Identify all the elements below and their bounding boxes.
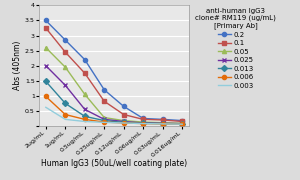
0.003 <box>161 123 164 125</box>
0.2 <box>141 117 145 120</box>
0.006 <box>44 95 48 98</box>
Line: 0.006: 0.006 <box>44 94 184 126</box>
0.1 <box>83 72 87 74</box>
Legend: 0.2, 0.1, 0.05, 0.025, 0.013, 0.006, 0.003: 0.2, 0.1, 0.05, 0.025, 0.013, 0.006, 0.0… <box>194 6 278 90</box>
0.003 <box>103 121 106 123</box>
0.05 <box>103 116 106 119</box>
0.025 <box>44 65 48 67</box>
0.2 <box>122 105 125 107</box>
Line: 0.2: 0.2 <box>44 18 184 123</box>
0.006 <box>103 121 106 123</box>
0.013 <box>161 123 164 125</box>
0.013 <box>141 122 145 124</box>
0.025 <box>122 120 125 123</box>
0.013 <box>122 121 125 123</box>
0.2 <box>64 39 67 41</box>
0.025 <box>83 108 87 111</box>
0.003 <box>141 123 145 125</box>
0.025 <box>141 122 145 124</box>
0.003 <box>64 118 67 120</box>
0.025 <box>161 122 164 124</box>
0.2 <box>44 19 48 22</box>
0.025 <box>103 118 106 120</box>
0.1 <box>103 100 106 102</box>
Line: 0.1: 0.1 <box>44 26 184 123</box>
Y-axis label: Abs (405nm): Abs (405nm) <box>13 41 22 90</box>
0.1 <box>141 118 145 120</box>
X-axis label: Human IgG3 (50uL/well coating plate): Human IgG3 (50uL/well coating plate) <box>41 159 187 168</box>
0.05 <box>64 66 67 68</box>
0.05 <box>83 93 87 95</box>
0.05 <box>44 46 48 49</box>
0.1 <box>64 51 67 53</box>
0.003 <box>122 122 125 124</box>
0.1 <box>122 113 125 116</box>
0.006 <box>83 118 87 120</box>
0.1 <box>180 120 184 123</box>
Line: 0.003: 0.003 <box>46 107 182 124</box>
0.006 <box>122 122 125 124</box>
0.006 <box>141 123 145 125</box>
0.2 <box>180 120 184 122</box>
0.2 <box>83 58 87 61</box>
0.05 <box>141 121 145 123</box>
0.05 <box>161 122 164 124</box>
0.2 <box>103 89 106 91</box>
0.003 <box>83 120 87 123</box>
0.013 <box>83 115 87 117</box>
0.003 <box>180 123 184 125</box>
0.006 <box>161 123 164 125</box>
0.2 <box>161 118 164 120</box>
0.05 <box>122 120 125 122</box>
0.013 <box>64 102 67 104</box>
Line: 0.025: 0.025 <box>44 64 184 126</box>
0.006 <box>180 123 184 125</box>
0.013 <box>103 120 106 122</box>
Line: 0.013: 0.013 <box>44 79 184 126</box>
0.006 <box>64 113 67 116</box>
0.025 <box>180 123 184 125</box>
Line: 0.05: 0.05 <box>44 46 184 125</box>
0.1 <box>161 119 164 121</box>
0.05 <box>180 122 184 124</box>
0.1 <box>44 27 48 29</box>
0.025 <box>64 84 67 86</box>
0.013 <box>180 123 184 125</box>
0.013 <box>44 80 48 82</box>
0.003 <box>44 106 48 108</box>
